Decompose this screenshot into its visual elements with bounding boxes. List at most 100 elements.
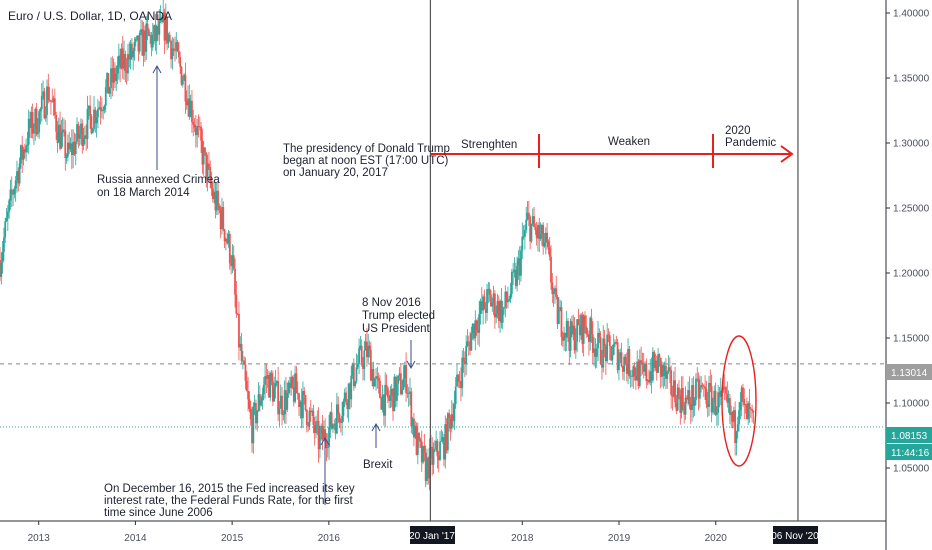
candle-body bbox=[98, 107, 101, 109]
candle-body bbox=[505, 291, 508, 303]
x-tick-label: 2016 bbox=[318, 533, 341, 544]
candle-body bbox=[243, 360, 246, 365]
candle-body bbox=[670, 370, 673, 395]
candle-body bbox=[415, 425, 418, 455]
candle-body bbox=[542, 225, 545, 247]
chart-title: Euro / U.S. Dollar, 1D, OANDA bbox=[8, 9, 172, 23]
candle-body bbox=[397, 375, 400, 384]
candle-body bbox=[636, 361, 639, 381]
candle-body bbox=[35, 108, 38, 135]
candle-body bbox=[345, 392, 347, 403]
candle-body bbox=[275, 381, 278, 384]
candle-body bbox=[435, 440, 438, 449]
candle-body bbox=[516, 265, 518, 286]
candle-body bbox=[495, 313, 498, 318]
candle-body bbox=[111, 68, 114, 83]
candle-body bbox=[185, 101, 188, 106]
candle-body bbox=[106, 73, 108, 88]
candle-body bbox=[614, 342, 616, 345]
candle-body bbox=[567, 320, 569, 337]
candle-body bbox=[223, 229, 226, 242]
election-line-2: Trump elected bbox=[362, 310, 435, 322]
candle-body bbox=[253, 402, 256, 407]
candle-body bbox=[356, 363, 359, 368]
candle-body bbox=[295, 373, 298, 394]
candle-body bbox=[441, 437, 444, 442]
candle-body bbox=[269, 373, 272, 398]
candle-body bbox=[16, 171, 18, 181]
candle-body bbox=[576, 319, 579, 342]
candle-body bbox=[271, 381, 274, 402]
candle-body bbox=[341, 415, 344, 423]
candle-body bbox=[108, 88, 111, 94]
candle-body bbox=[466, 341, 469, 346]
candle-body bbox=[687, 390, 690, 400]
price-badge-dashed: 1.13014 bbox=[886, 364, 932, 380]
candle-body bbox=[688, 390, 691, 405]
candle-body bbox=[655, 360, 658, 373]
x-tick-label: 2014 bbox=[124, 533, 147, 544]
candle-body bbox=[543, 243, 546, 247]
candle-body bbox=[619, 352, 622, 360]
candle-body bbox=[611, 354, 614, 361]
candle-body bbox=[268, 375, 270, 398]
candle-body bbox=[311, 410, 313, 413]
candle-body bbox=[184, 74, 187, 102]
candle-body bbox=[296, 393, 299, 395]
candle-body bbox=[219, 210, 222, 230]
candle-body bbox=[748, 402, 751, 409]
candle-body bbox=[52, 98, 55, 102]
candle-body bbox=[457, 374, 460, 382]
candle-body bbox=[226, 239, 229, 244]
candle-body bbox=[478, 314, 481, 333]
crimea-line-1: Russia annexed Crimea bbox=[97, 174, 220, 186]
time-badge-inauguration: 20 Jan '17 bbox=[409, 526, 455, 544]
candle-body bbox=[26, 144, 29, 147]
candle-body bbox=[34, 108, 37, 130]
candle-body bbox=[0, 262, 3, 277]
candle-body bbox=[191, 100, 193, 123]
candle-body bbox=[56, 131, 59, 143]
candle-body bbox=[304, 395, 307, 411]
candle-body bbox=[394, 376, 397, 401]
candle-body bbox=[102, 109, 105, 111]
candle-body bbox=[313, 424, 316, 434]
candle-body bbox=[103, 105, 106, 110]
candle-body bbox=[222, 207, 225, 230]
candle-body bbox=[290, 377, 293, 388]
candle-body bbox=[192, 122, 195, 125]
candle-body bbox=[83, 135, 86, 139]
candle-body bbox=[368, 345, 371, 350]
candle-body bbox=[563, 332, 565, 341]
candle-body bbox=[561, 337, 564, 341]
candle-body bbox=[426, 457, 428, 481]
candle-body bbox=[159, 17, 162, 21]
time-badge-election2020: 06 Nov '20 bbox=[771, 526, 819, 544]
candle-body bbox=[539, 234, 542, 239]
candle-body bbox=[21, 145, 24, 160]
candle-body bbox=[146, 23, 149, 30]
candle-body bbox=[224, 239, 227, 242]
candle-body bbox=[578, 325, 581, 336]
candle-body bbox=[46, 86, 48, 115]
candle-body bbox=[704, 386, 706, 389]
candle-body bbox=[166, 17, 169, 44]
candle-body bbox=[134, 38, 137, 42]
strengthen-label: Strenghten bbox=[461, 139, 517, 151]
candle-body bbox=[163, 12, 166, 41]
candle-body bbox=[149, 35, 152, 36]
candle-body bbox=[723, 386, 726, 388]
y-tick-label: 1.20000 bbox=[893, 269, 930, 280]
candle-body bbox=[193, 124, 196, 128]
candle-body bbox=[316, 420, 319, 422]
candle-body bbox=[560, 307, 563, 338]
candle-body bbox=[266, 375, 269, 379]
y-tick-label: 1.15000 bbox=[893, 334, 930, 345]
candle-body bbox=[221, 207, 223, 230]
candle-body bbox=[260, 400, 263, 406]
candle-body bbox=[257, 394, 260, 411]
candle-body bbox=[645, 363, 648, 382]
y-tick-label: 1.30000 bbox=[893, 139, 930, 150]
candle-body bbox=[285, 390, 287, 410]
